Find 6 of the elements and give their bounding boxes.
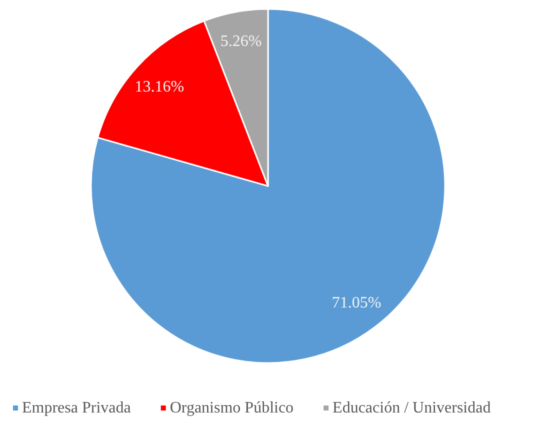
legend-label: Organismo Público bbox=[170, 400, 294, 416]
legend-label: Educación / Universidad bbox=[332, 400, 491, 416]
data-label: 71.05% bbox=[332, 294, 382, 312]
data-label: 5.26% bbox=[220, 33, 262, 50]
data-label: 13.16% bbox=[134, 78, 184, 96]
legend-label: Empresa Privada bbox=[22, 400, 131, 416]
